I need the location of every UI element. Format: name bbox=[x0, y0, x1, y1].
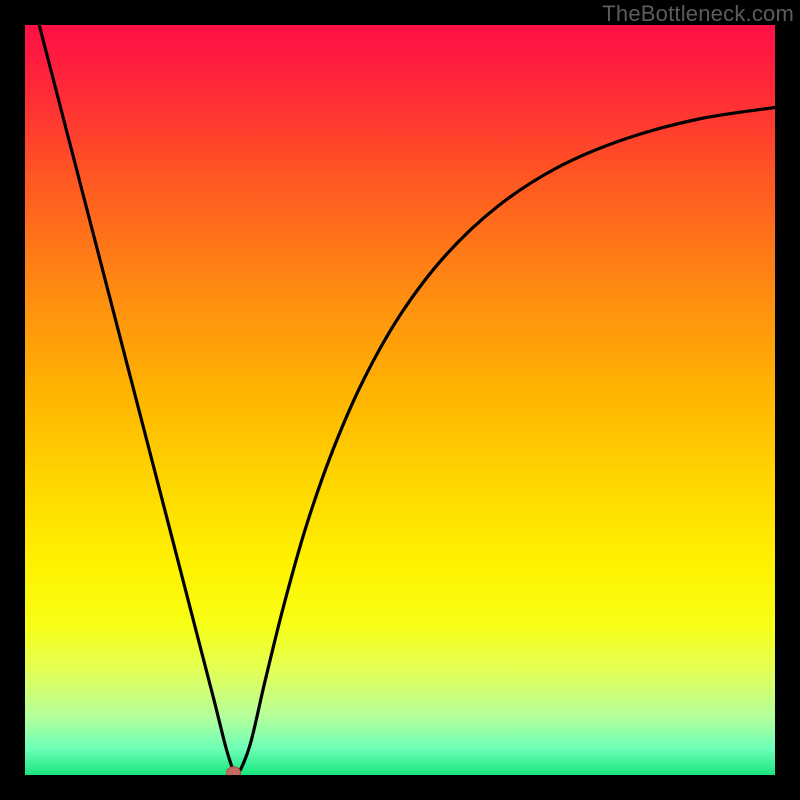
chart-frame: TheBottleneck.com bbox=[0, 0, 800, 800]
source-watermark: TheBottleneck.com bbox=[602, 1, 794, 27]
chart-svg bbox=[0, 0, 800, 800]
